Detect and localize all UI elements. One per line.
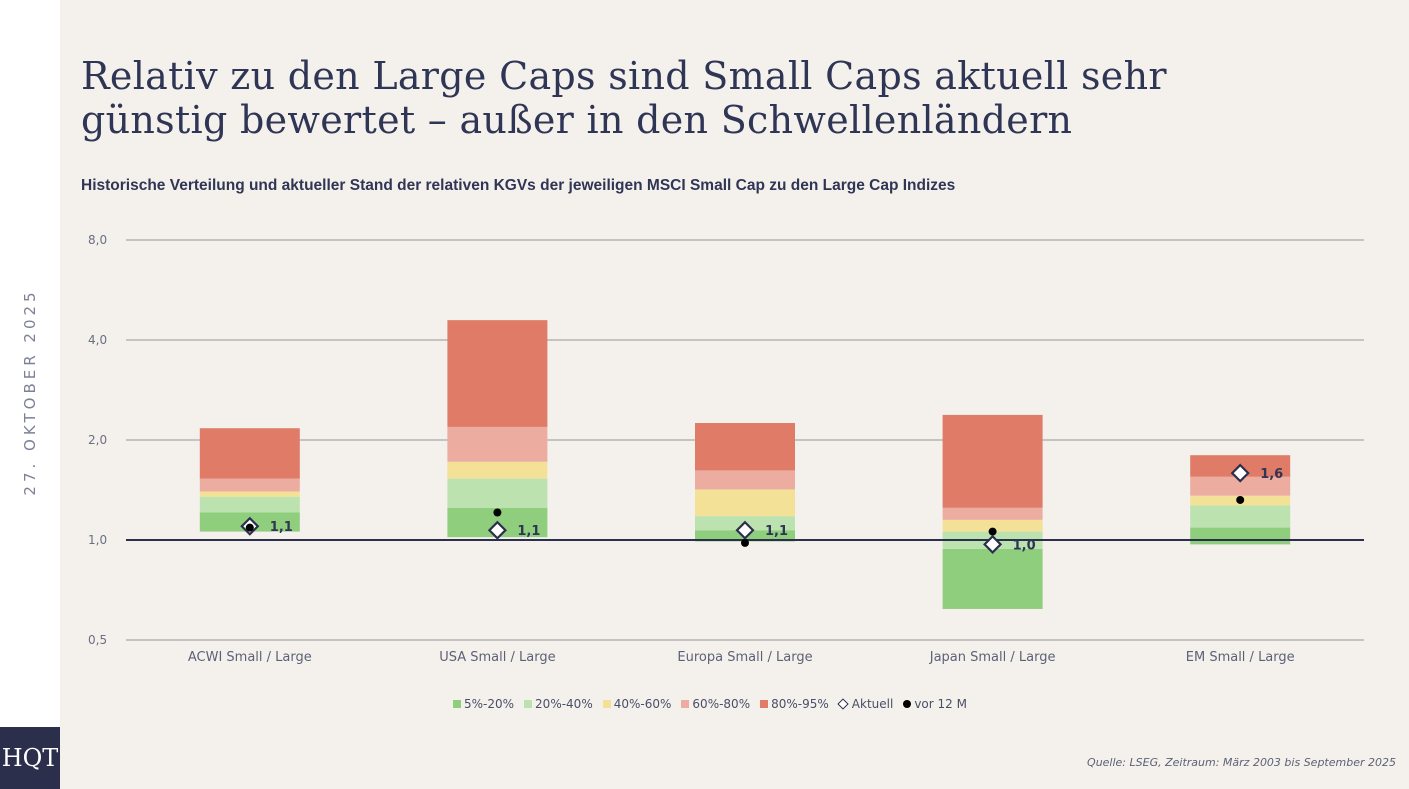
slide: Relativ zu den Large Caps sind Small Cap… bbox=[60, 0, 1409, 789]
y-tick-label: 1,0 bbox=[88, 533, 107, 547]
band-p60_80 bbox=[199, 478, 300, 492]
vor12m-dot bbox=[1236, 495, 1245, 504]
legend-item: 80%-95% bbox=[760, 697, 829, 711]
legend-swatch bbox=[760, 700, 769, 708]
legend-label: Aktuell bbox=[851, 697, 894, 711]
aktuell-label: 1,6 bbox=[1260, 467, 1283, 482]
chart: 0,5 1,0 2,0 4,0 8,0 ACWI Small / Large USA Sm… bbox=[88, 233, 1364, 665]
sidebar: 27. OKTOBER 2025 HQT bbox=[0, 0, 60, 789]
band-p40_60 bbox=[199, 491, 300, 497]
legend-item: 5%-20% bbox=[453, 697, 514, 711]
legend-item: 60%-80% bbox=[681, 697, 750, 711]
legend-label: 20%-40% bbox=[535, 697, 593, 711]
aktuell-label: 1,1 bbox=[765, 524, 788, 539]
vor12m-dot bbox=[741, 538, 749, 547]
y-tick-label: 0,5 bbox=[88, 633, 107, 647]
title-line-1: Relativ zu den Large Caps sind Small Cap… bbox=[81, 54, 1167, 98]
band-p20_40 bbox=[1190, 505, 1291, 528]
aktuell-label: 1,1 bbox=[517, 524, 540, 539]
page-title: Relativ zu den Large Caps sind Small Cap… bbox=[81, 54, 1167, 142]
diamond-icon bbox=[837, 698, 849, 710]
legend-swatch bbox=[524, 700, 533, 708]
legend-item: vor 12 M bbox=[903, 697, 967, 711]
x-category-label: EM Small / Large bbox=[1186, 650, 1295, 665]
band-p80_95 bbox=[447, 320, 548, 427]
bar-group bbox=[447, 320, 548, 538]
band-p60_80 bbox=[1190, 476, 1291, 496]
title-line-2: günstig bewertet – außer in den Schwelle… bbox=[81, 98, 1073, 142]
band-p40_60 bbox=[695, 489, 795, 517]
band-p40_60 bbox=[942, 519, 1043, 532]
x-category-label: ACWI Small / Large bbox=[188, 650, 312, 665]
legend-item: Aktuell bbox=[837, 697, 894, 711]
aktuell-label: 1,1 bbox=[270, 520, 293, 535]
x-category-label: Japan Small / Large bbox=[929, 650, 1056, 665]
aktuell-diamond bbox=[983, 534, 1003, 554]
legend-label: 40%-60% bbox=[613, 697, 672, 711]
legend-label: 80%-95% bbox=[771, 697, 829, 711]
hqt-logo: HQT bbox=[0, 727, 60, 789]
band-p80_95 bbox=[695, 423, 795, 471]
aktuell-diamond bbox=[1230, 463, 1250, 483]
band-p5_20 bbox=[1190, 527, 1291, 545]
vor12m-dot bbox=[988, 527, 997, 536]
aktuell-diamond bbox=[735, 520, 755, 540]
y-tick-label: 4,0 bbox=[88, 333, 107, 347]
source-note: Quelle: LSEG, Zeitraum: März 2003 bis Se… bbox=[1087, 756, 1396, 769]
legend-item: 40%-60% bbox=[602, 697, 672, 711]
date-label: 27. OKTOBER 2025 bbox=[21, 288, 39, 496]
x-category-label: USA Small / Large bbox=[439, 650, 555, 665]
legend-label: 60%-80% bbox=[692, 697, 751, 711]
legend-swatch bbox=[453, 700, 461, 708]
band-p60_80 bbox=[942, 507, 1043, 520]
dot-icon bbox=[903, 700, 912, 708]
y-tick-label: 8,0 bbox=[88, 233, 107, 247]
band-p5_20 bbox=[942, 548, 1043, 609]
chart-subtitle: Historische Verteilung und aktueller Sta… bbox=[81, 177, 956, 194]
bar-group bbox=[199, 428, 300, 532]
legend-label: 5%-20% bbox=[464, 697, 515, 711]
legend: 5%-20% 20%-40% 40%-60% 60%-80% 80%-95% Aktuel… bbox=[453, 697, 967, 711]
band-p20_40 bbox=[199, 496, 300, 513]
vor12m-dot bbox=[245, 523, 254, 532]
legend-item: 20%-40% bbox=[524, 697, 593, 711]
legend-swatch bbox=[602, 700, 611, 708]
band-p60_80 bbox=[447, 426, 548, 462]
bar-group bbox=[942, 414, 1043, 609]
legend-swatch bbox=[681, 700, 690, 708]
y-tick-label: 2,0 bbox=[88, 433, 107, 447]
band-p60_80 bbox=[695, 470, 795, 490]
band-p40_60 bbox=[447, 461, 548, 479]
vor12m-dot bbox=[493, 508, 502, 517]
x-category-label: Europa Small / Large bbox=[677, 650, 812, 665]
aktuell-diamond bbox=[487, 520, 507, 540]
band-p80_95 bbox=[942, 414, 1043, 508]
band-p20_40 bbox=[447, 478, 548, 508]
band-p80_95 bbox=[199, 428, 300, 479]
aktuell-label: 1,0 bbox=[1013, 538, 1036, 553]
legend-label: vor 12 M bbox=[914, 697, 967, 711]
